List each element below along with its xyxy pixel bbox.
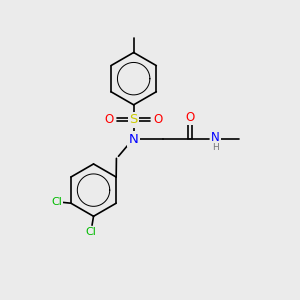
Text: Cl: Cl [85,227,96,237]
Text: N: N [129,133,139,146]
Text: H: H [212,142,218,152]
Text: S: S [130,113,138,126]
Text: O: O [153,113,163,126]
Text: O: O [185,111,195,124]
Text: O: O [105,113,114,126]
Text: Cl: Cl [51,197,62,207]
Text: N: N [211,131,220,144]
